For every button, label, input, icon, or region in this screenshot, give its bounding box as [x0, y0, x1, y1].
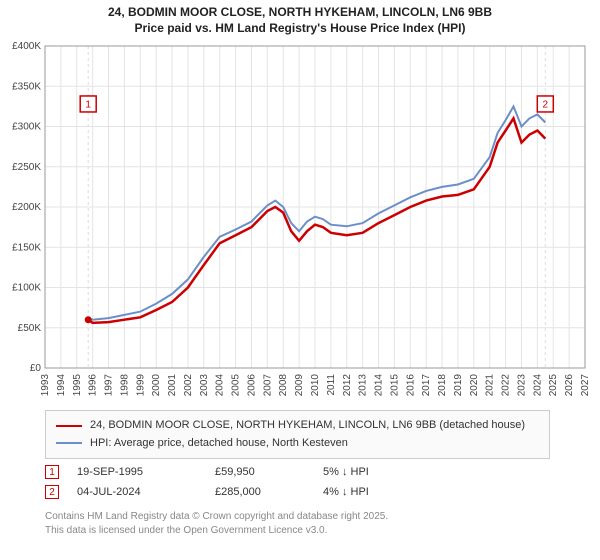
- data-point-marker: 2: [45, 485, 59, 499]
- svg-text:2027: 2027: [580, 374, 591, 397]
- legend-swatch: [56, 425, 82, 427]
- svg-text:1995: 1995: [72, 374, 83, 397]
- data-point-row: 2 04-JUL-2024 £285,000 4% ↓ HPI: [45, 482, 550, 502]
- data-point-date: 04-JUL-2024: [77, 486, 197, 498]
- data-point-price: £59,950: [215, 466, 305, 478]
- svg-text:2019: 2019: [453, 374, 464, 397]
- chart-area: £0 £50K £100K £150K £200K £250K £300K £350K £400…: [0, 40, 600, 400]
- data-point-price: £285,000: [215, 486, 305, 498]
- svg-text:2001: 2001: [167, 374, 178, 397]
- footer-line-2: This data is licensed under the Open Gov…: [45, 524, 550, 538]
- series-start-dot: [85, 316, 92, 323]
- svg-text:£0: £0: [30, 363, 42, 374]
- svg-text:2000: 2000: [151, 374, 162, 397]
- title-line-2: Price paid vs. HM Land Registry's House …: [0, 20, 600, 36]
- svg-text:2003: 2003: [199, 374, 210, 397]
- svg-text:2011: 2011: [326, 374, 337, 396]
- legend-item: HPI: Average price, detached house, Nort…: [56, 435, 539, 453]
- svg-text:£350K: £350K: [12, 81, 41, 92]
- svg-text:£400K: £400K: [12, 41, 41, 52]
- legend-label: 24, BODMIN MOOR CLOSE, NORTH HYKEHAM, LI…: [90, 417, 525, 435]
- svg-text:1999: 1999: [135, 374, 146, 397]
- svg-text:1994: 1994: [56, 374, 67, 397]
- svg-text:2022: 2022: [501, 374, 512, 397]
- svg-text:1997: 1997: [104, 374, 115, 397]
- svg-text:2004: 2004: [215, 374, 226, 397]
- data-point-delta: 4% ↓ HPI: [323, 486, 433, 498]
- chart-svg: £0 £50K £100K £150K £200K £250K £300K £350K £400…: [0, 40, 600, 400]
- svg-text:1: 1: [85, 100, 91, 111]
- legend-label: HPI: Average price, detached house, Nort…: [90, 435, 348, 453]
- svg-text:£200K: £200K: [12, 202, 41, 213]
- svg-text:2023: 2023: [516, 374, 527, 397]
- svg-text:2021: 2021: [485, 374, 496, 397]
- svg-text:2006: 2006: [246, 374, 257, 397]
- svg-text:2: 2: [543, 100, 549, 111]
- svg-text:£300K: £300K: [12, 122, 41, 133]
- data-point-marker: 1: [45, 465, 59, 479]
- data-point-delta: 5% ↓ HPI: [323, 466, 433, 478]
- svg-text:2018: 2018: [437, 374, 448, 397]
- svg-text:2008: 2008: [278, 374, 289, 397]
- legend: 24, BODMIN MOOR CLOSE, NORTH HYKEHAM, LI…: [45, 410, 550, 459]
- svg-text:2014: 2014: [374, 374, 385, 397]
- svg-text:2005: 2005: [231, 374, 242, 397]
- svg-text:2025: 2025: [548, 374, 559, 397]
- svg-text:2026: 2026: [564, 374, 575, 397]
- svg-text:2020: 2020: [469, 374, 480, 397]
- svg-text:1993: 1993: [40, 374, 51, 397]
- svg-text:2010: 2010: [310, 374, 321, 397]
- data-point-row: 1 19-SEP-1995 £59,950 5% ↓ HPI: [45, 462, 550, 482]
- svg-text:2013: 2013: [358, 374, 369, 397]
- svg-text:2024: 2024: [532, 374, 543, 397]
- footer-line-1: Contains HM Land Registry data © Crown c…: [45, 510, 550, 524]
- footer-attribution: Contains HM Land Registry data © Crown c…: [45, 510, 550, 537]
- svg-text:1998: 1998: [119, 374, 130, 397]
- svg-text:2012: 2012: [342, 374, 353, 397]
- svg-text:2015: 2015: [389, 374, 400, 397]
- svg-text:2016: 2016: [405, 374, 416, 397]
- legend-item: 24, BODMIN MOOR CLOSE, NORTH HYKEHAM, LI…: [56, 417, 539, 435]
- data-point-table: 1 19-SEP-1995 £59,950 5% ↓ HPI 2 04-JUL-2024 £…: [45, 462, 550, 502]
- svg-text:£150K: £150K: [12, 242, 41, 253]
- svg-text:2009: 2009: [294, 374, 305, 397]
- svg-text:2007: 2007: [262, 374, 273, 397]
- svg-text:2002: 2002: [183, 374, 194, 397]
- svg-text:£100K: £100K: [12, 283, 41, 294]
- legend-swatch: [56, 442, 82, 444]
- chart-title: 24, BODMIN MOOR CLOSE, NORTH HYKEHAM, LI…: [0, 0, 600, 36]
- svg-text:1996: 1996: [88, 374, 99, 397]
- title-line-1: 24, BODMIN MOOR CLOSE, NORTH HYKEHAM, LI…: [0, 4, 600, 20]
- svg-text:2017: 2017: [421, 374, 432, 397]
- data-point-date: 19-SEP-1995: [77, 466, 197, 478]
- svg-text:£250K: £250K: [12, 162, 41, 173]
- svg-text:£50K: £50K: [18, 323, 42, 334]
